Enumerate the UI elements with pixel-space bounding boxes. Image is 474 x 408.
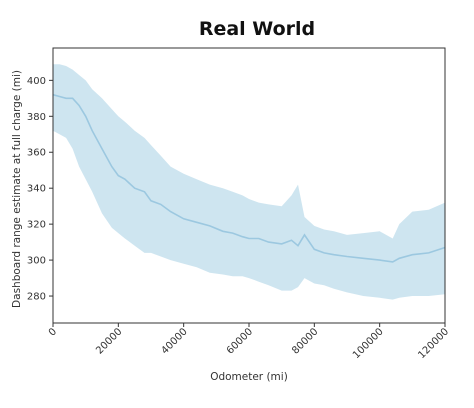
y-tick-label: 360 bbox=[27, 148, 46, 159]
y-tick-label: 400 bbox=[27, 76, 46, 87]
x-tick-label: 0 bbox=[47, 326, 59, 338]
series-line bbox=[52, 93, 446, 263]
y-tick-label: 300 bbox=[27, 256, 46, 267]
x-axis-label: Odometer (mi) bbox=[210, 371, 288, 383]
x-axis-ticks: 0 20000 40000 60000 80000 100000 120000 bbox=[47, 323, 451, 361]
y-tick-label: 280 bbox=[27, 292, 46, 303]
x-tick-label: 60000 bbox=[225, 326, 255, 356]
plot-layer bbox=[52, 64, 446, 300]
y-tick-label: 320 bbox=[27, 220, 46, 231]
x-tick-label: 120000 bbox=[416, 326, 451, 361]
x-tick-label: 80000 bbox=[290, 326, 320, 356]
y-axis-ticks: 280 300 320 340 360 380 400 bbox=[27, 76, 53, 303]
y-tick-label: 380 bbox=[27, 112, 46, 123]
x-tick-label: 20000 bbox=[94, 326, 124, 356]
y-axis-label: Dashboard range estimate at full charge … bbox=[11, 70, 23, 308]
y-tick-label: 340 bbox=[27, 184, 46, 195]
confidence-band bbox=[53, 64, 445, 300]
x-tick-label: 100000 bbox=[351, 326, 386, 361]
x-tick-label: 40000 bbox=[160, 326, 190, 356]
chart-title: Real World bbox=[199, 18, 315, 40]
